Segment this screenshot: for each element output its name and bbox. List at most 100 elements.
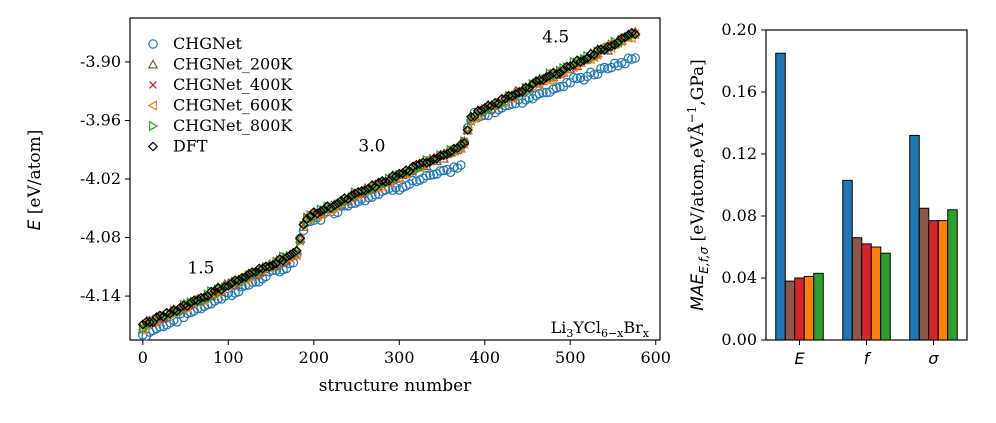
scatter-point xyxy=(182,300,193,312)
bar-x-tick-label: E xyxy=(794,349,805,368)
scatter-point xyxy=(161,307,172,318)
scatter-point xyxy=(277,255,289,266)
scatter-point xyxy=(407,161,419,172)
scatter-point xyxy=(606,40,617,52)
scatter-point xyxy=(223,280,234,291)
scatter-point xyxy=(346,190,357,201)
bar-y-tick-label: 0.08 xyxy=(721,206,757,225)
scatter-point xyxy=(527,93,538,104)
legend-label: CHGNet_800K xyxy=(173,116,293,135)
step-annotation: 1.5 xyxy=(187,259,214,279)
scatter-point xyxy=(424,156,436,167)
scatter-panel: 0 100 200 300 400 500 600 -4.14 -4.08 -4.02 -3.96… xyxy=(25,17,671,396)
scatter-point xyxy=(144,317,155,328)
scatter-point xyxy=(609,39,620,50)
scatter-x-ticks: 0 100 200 300 400 500 600 xyxy=(138,340,671,367)
scatter-point xyxy=(421,170,432,181)
bar-σ-chgnet-200k xyxy=(918,207,930,341)
scatter-point xyxy=(537,74,548,85)
scatter-x-tick-label: 200 xyxy=(299,348,330,367)
scatter-point xyxy=(541,72,552,83)
legend-marker xyxy=(149,81,157,89)
scatter-point xyxy=(585,49,596,60)
bar-σ-chgnet xyxy=(909,134,920,341)
scatter-point xyxy=(390,171,401,182)
legend-label: CHGNet xyxy=(173,34,242,53)
scatter-point xyxy=(216,284,227,295)
bar-f-chgnet-800k xyxy=(880,252,891,341)
scatter-point xyxy=(599,44,610,55)
legend-label: CHGNet_200K xyxy=(173,55,293,74)
scatter-point xyxy=(329,200,340,211)
scatter-point xyxy=(250,266,261,277)
scatter-point xyxy=(551,69,562,80)
scatter-point xyxy=(582,53,593,64)
scatter-x-tick-label: 300 xyxy=(384,348,415,367)
scatter-point xyxy=(565,61,576,72)
scatter-y-axis-unit: [eV/atom] xyxy=(25,130,45,220)
step-annotation: 4.5 xyxy=(542,27,569,47)
bar-y-tick-label: 0.04 xyxy=(721,268,757,287)
scatter-point xyxy=(295,233,306,244)
scatter-point xyxy=(394,168,405,179)
legend-marker xyxy=(147,141,159,152)
series-dft xyxy=(137,27,641,330)
step-annotation: 3.0 xyxy=(358,137,385,157)
bar-y-tick-label: 0.16 xyxy=(721,82,757,101)
scatter-point xyxy=(240,272,251,283)
scatter-point xyxy=(284,250,295,261)
scatter-point xyxy=(267,260,278,271)
scatter-point xyxy=(534,74,545,86)
scatter-point xyxy=(206,286,217,297)
scatter-point xyxy=(291,249,301,261)
composition-sub-3: 3 xyxy=(566,327,573,340)
scatter-point xyxy=(315,206,326,217)
scatter-point xyxy=(517,98,528,108)
scatter-point xyxy=(442,149,453,160)
bar-E-chgnet-800k xyxy=(813,272,824,341)
scatter-annotations: 1.5 3.0 4.5 xyxy=(187,27,569,278)
scatter-point xyxy=(356,186,367,197)
bar-E-chgnet-400k xyxy=(794,277,805,341)
scatter-point xyxy=(479,103,490,114)
legend-label: CHGNet_400K xyxy=(173,75,293,94)
scatter-point xyxy=(438,165,449,176)
scatter-point xyxy=(192,295,203,306)
scatter-point xyxy=(425,170,435,181)
scatter-x-axis-label: structure number xyxy=(319,376,472,396)
scatter-point xyxy=(544,87,555,97)
scatter-point xyxy=(507,90,518,102)
composition-ycl: YCl xyxy=(572,318,601,337)
scatter-point xyxy=(562,77,572,88)
scatter-y-tick-label: -4.02 xyxy=(80,169,121,188)
scatter-point xyxy=(435,166,446,176)
bar-x-tick-label: σ xyxy=(928,349,939,368)
bar-E-chgnet xyxy=(775,52,786,341)
scatter-point xyxy=(158,311,169,322)
scatter-point xyxy=(401,165,412,176)
bars xyxy=(775,52,958,341)
scatter-point xyxy=(513,87,525,98)
scatter-point xyxy=(623,53,634,64)
scatter-x-tick-label: 0 xyxy=(138,348,148,367)
bar-f-chgnet-600k xyxy=(870,246,882,341)
scatter-point xyxy=(592,45,603,56)
scatter-point xyxy=(558,64,569,75)
bar-f-chgnet-200k xyxy=(851,237,863,341)
scatter-points xyxy=(137,26,641,341)
scatter-point xyxy=(489,97,501,108)
scatter-point xyxy=(548,67,559,79)
scatter-point xyxy=(428,154,439,165)
scatter-point xyxy=(377,175,388,187)
bar-f-chgnet xyxy=(842,179,853,341)
legend-marker xyxy=(149,120,159,132)
scatter-point xyxy=(339,193,350,204)
scatter-point xyxy=(349,188,360,199)
scatter-point xyxy=(620,58,630,69)
scatter-point xyxy=(291,245,302,256)
scatter-point xyxy=(387,171,398,182)
bar-σ-chgnet-400k xyxy=(928,220,939,341)
